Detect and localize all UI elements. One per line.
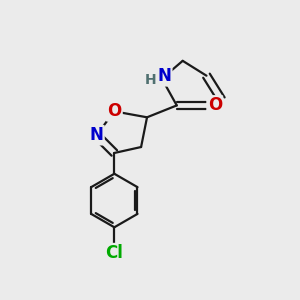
Text: O: O bbox=[107, 102, 122, 120]
Text: H: H bbox=[145, 73, 156, 87]
Text: O: O bbox=[208, 96, 222, 114]
Text: N: N bbox=[157, 67, 171, 85]
Text: N: N bbox=[90, 126, 104, 144]
Text: Cl: Cl bbox=[105, 244, 123, 262]
